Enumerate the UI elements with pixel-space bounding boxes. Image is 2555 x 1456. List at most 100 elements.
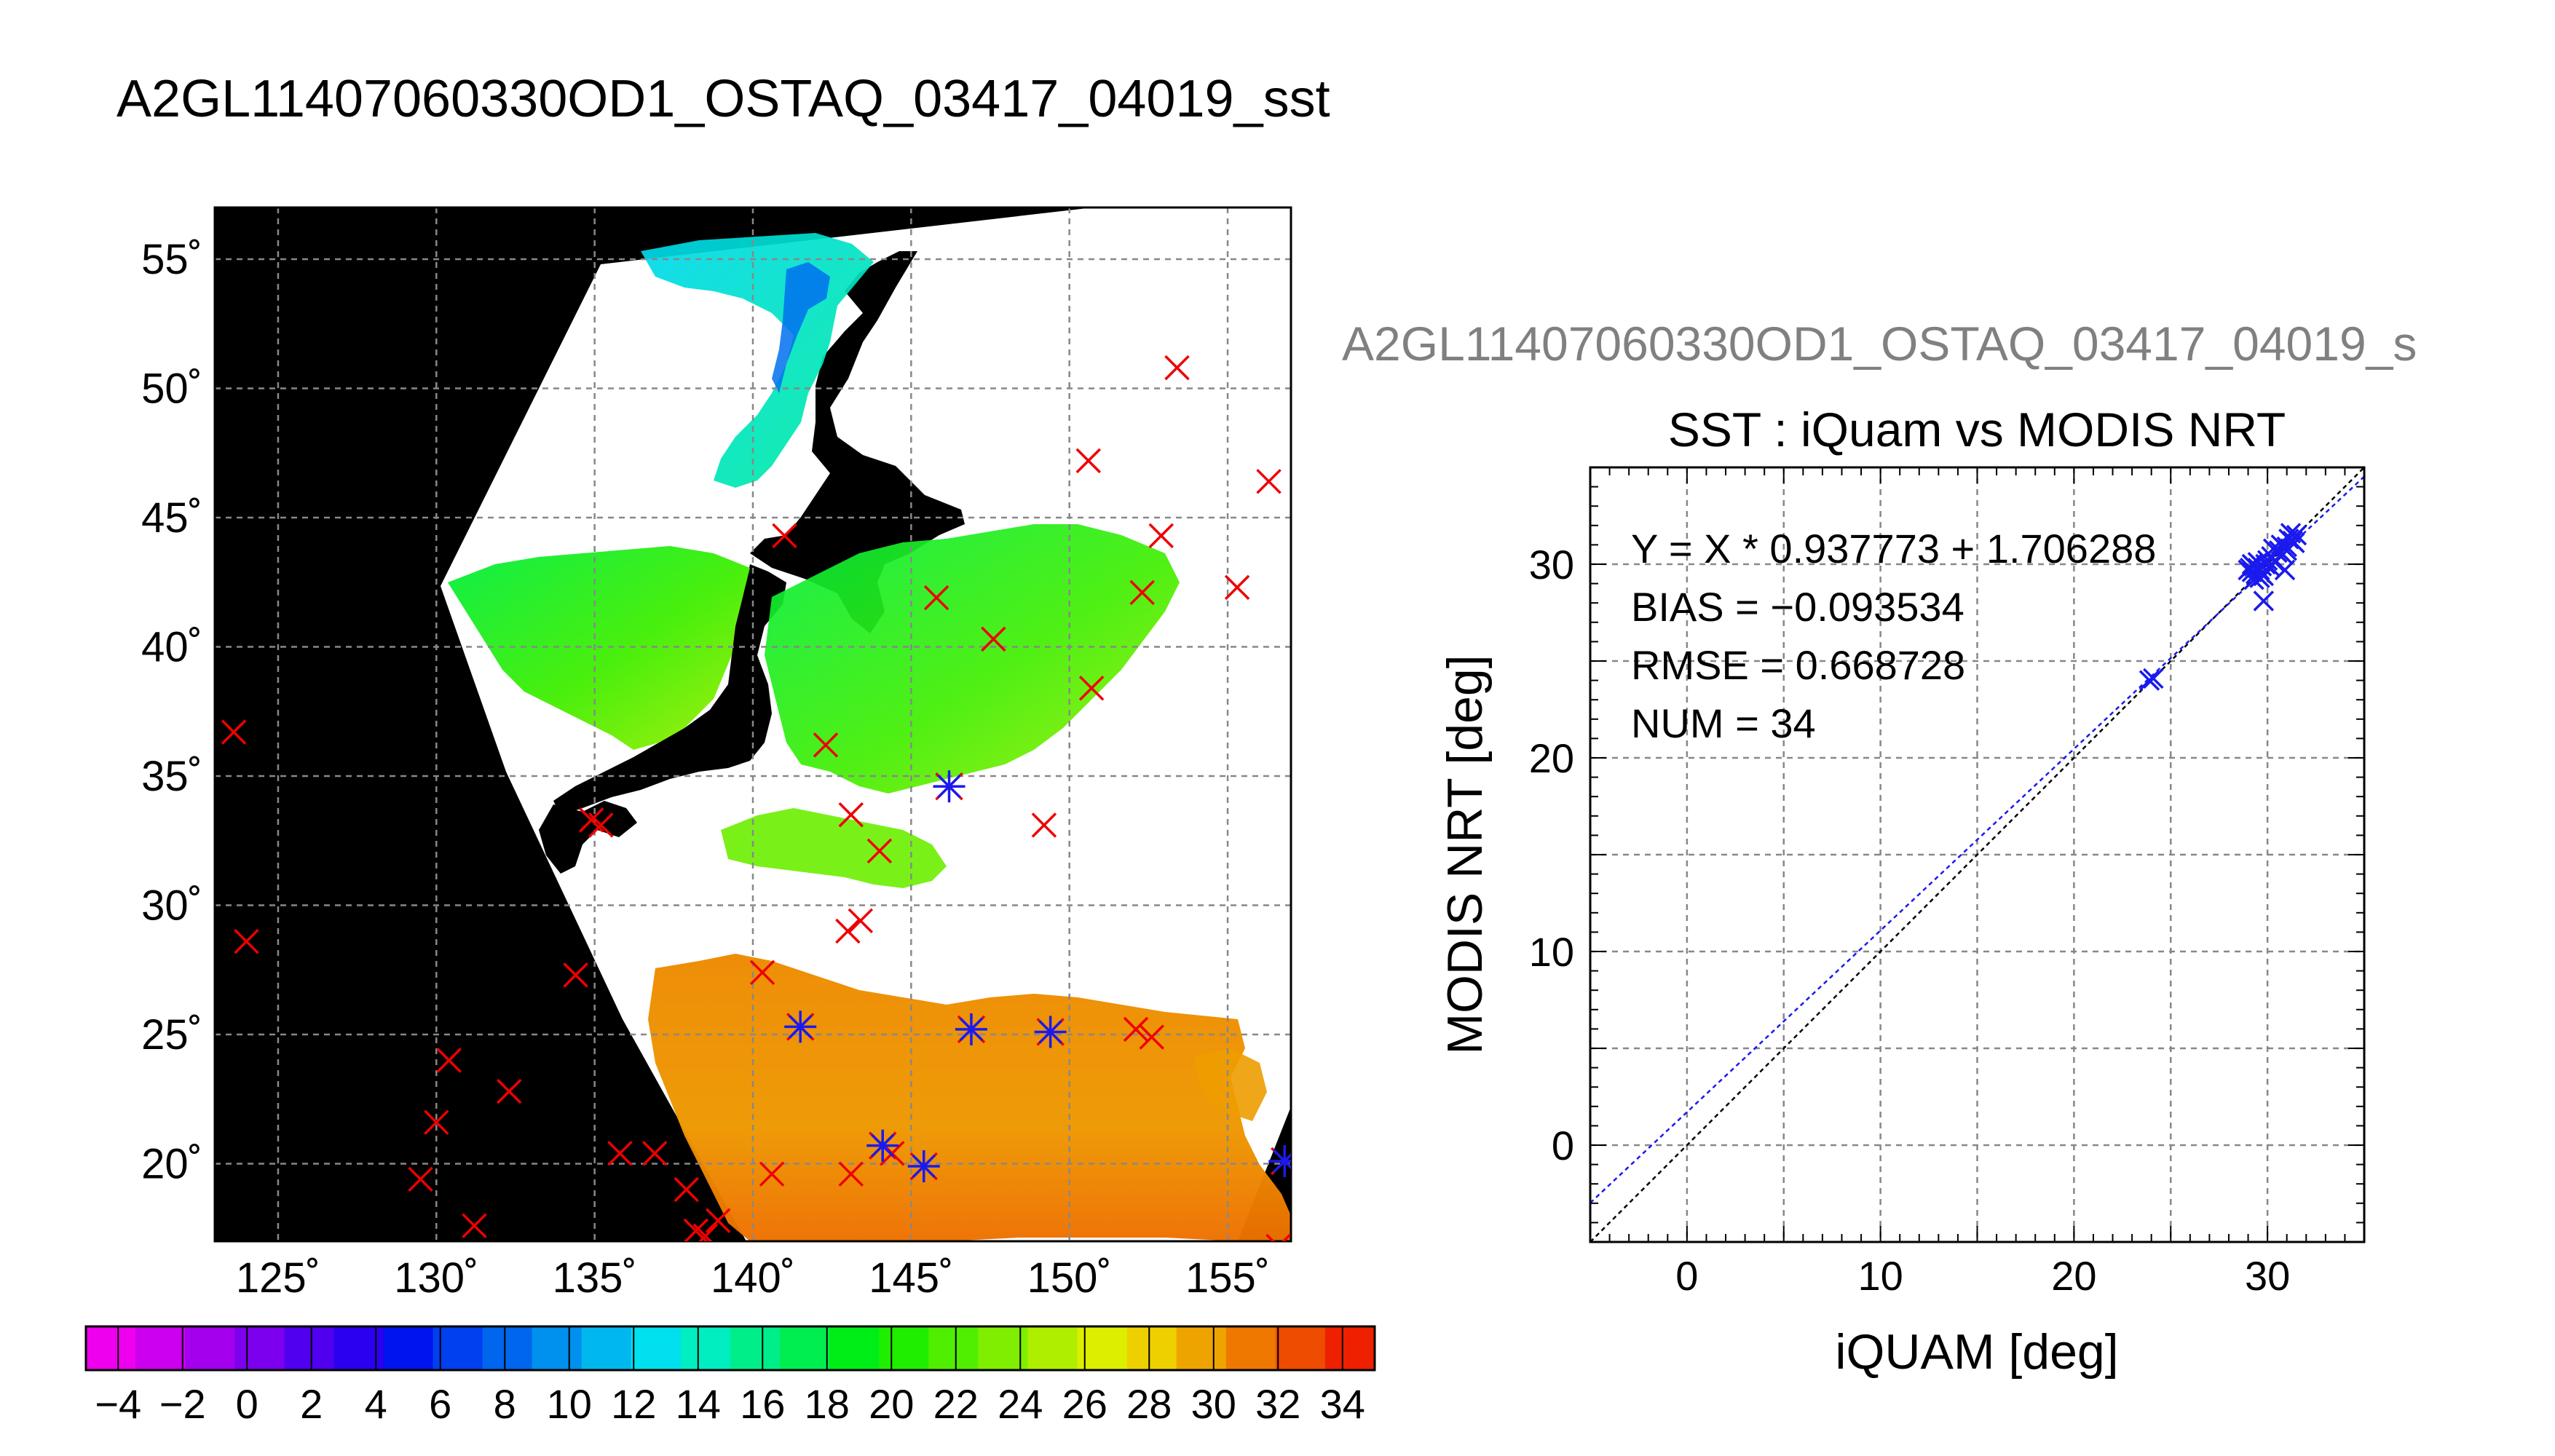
colorbar-swatch — [631, 1326, 682, 1370]
rmse-label: RMSE = 0.668728 — [1631, 642, 1965, 688]
colorbar-swatch — [234, 1326, 285, 1370]
map-point-red — [838, 802, 864, 828]
scatter-point — [2249, 567, 2270, 588]
map-point-red — [1224, 574, 1250, 601]
sst-orange-patch — [1194, 1048, 1267, 1121]
main-title: A2GL11407060330OD1_OSTAQ_03417_04019_sst — [117, 70, 1330, 128]
map-point-red — [221, 719, 247, 745]
identity-line — [1590, 467, 2364, 1242]
colorbar: −4 −2 0 2 4 6 8 10 12 14 16 18 20 22 24 26 28 30 32 34 — [84, 1325, 1376, 1427]
scatter-ylabel: MODIS NRT [deg] — [1437, 654, 1493, 1054]
map-point-red — [835, 918, 861, 944]
sst-blue-okhotsk — [772, 262, 830, 393]
map-point-red — [1139, 1024, 1164, 1050]
colorbar-swatch — [1275, 1326, 1326, 1370]
map-point-red — [408, 1166, 433, 1192]
map-point-blue — [784, 1010, 817, 1043]
map-x-tick-label: 145˚ — [869, 1254, 953, 1302]
colorbar-labels: −4 −2 0 2 4 6 8 10 12 14 16 18 20 22 24 26 28 30 32 34 — [95, 1326, 1365, 1427]
map-point-red — [866, 838, 893, 864]
colorbar-swatch — [284, 1326, 335, 1370]
map-point-red — [838, 1161, 864, 1187]
map-point-red — [1123, 1016, 1149, 1042]
fit-equation: Y = X * 0.937773 + 1.706288 — [1631, 526, 2156, 571]
colorbar-swatch — [1225, 1326, 1276, 1370]
map-grid — [215, 207, 1291, 1241]
colorbar-tick-label: 16 — [740, 1381, 785, 1427]
num-label: NUM = 34 — [1631, 700, 1816, 746]
colorbar-swatch — [135, 1326, 186, 1370]
map-point-red — [813, 732, 839, 758]
scatter-suptitle: A2GL11407060330OD1_OSTAQ_03417_04019_s — [1342, 317, 2417, 371]
colorbar-tick-label: 4 — [365, 1381, 387, 1427]
colorbar-swatch — [1027, 1326, 1078, 1370]
colorbar-swatch — [1324, 1326, 1375, 1370]
scatter-y-tick-label: 0 — [1552, 1123, 1574, 1168]
map-point-red — [674, 1176, 699, 1203]
map-point-red — [749, 960, 775, 986]
scatter-point — [2238, 559, 2259, 581]
map-y-tick-label: 35˚ — [141, 753, 202, 800]
scatter-y-tick-label: 20 — [1529, 735, 1574, 781]
map-x-tick-label: 130˚ — [394, 1254, 478, 1302]
scatter-ticks: 0 10 20 30 0 10 20 30 — [1529, 467, 2365, 1299]
map-frame — [213, 206, 1292, 1243]
map-point-red — [848, 908, 874, 934]
scatter-lines — [1590, 467, 2364, 1242]
scatter-point — [2286, 524, 2307, 546]
colorbar-tick-label: 32 — [1255, 1381, 1300, 1427]
map-y-tick-label: 45˚ — [141, 494, 202, 542]
colorbar-tick-label: 30 — [1191, 1381, 1236, 1427]
map-point-red — [1075, 448, 1102, 474]
colorbar-tick-label: 28 — [1126, 1381, 1172, 1427]
fit-line — [1590, 475, 2364, 1204]
colorbar-tick-label: 22 — [933, 1381, 979, 1427]
map-y-tick-label: 55˚ — [141, 236, 202, 283]
map-x-tick-label: 135˚ — [553, 1254, 637, 1302]
map-point-red — [1031, 812, 1057, 838]
sst-green-midlat — [448, 546, 750, 750]
map-point-red — [923, 585, 949, 611]
map-point-red — [424, 1109, 449, 1135]
scatter-point — [2259, 555, 2280, 577]
colorbar-tick-label: 0 — [236, 1381, 258, 1427]
map-y-tick-label: 30˚ — [141, 882, 202, 930]
map-point-blue — [955, 1013, 987, 1045]
map-point-red — [1148, 523, 1174, 549]
map-y-tick-label: 25˚ — [141, 1011, 202, 1059]
map-points — [221, 355, 1291, 1241]
scatter-plot: SST : iQuam vs MODIS NRT 0 10 20 300102030 … — [1437, 403, 2366, 1380]
scatter-xlabel: iQUAM [deg] — [1835, 1324, 2118, 1380]
map-y-ticks: 20˚ 25˚ 30˚ 35˚ 40˚ 45˚ 50˚ 55˚ — [141, 236, 202, 1188]
sst-green-south — [721, 808, 947, 888]
colorbar-frame — [84, 1325, 1376, 1372]
bias-label: BIAS = −0.093534 — [1631, 584, 1964, 630]
colorbar-tick-label: 14 — [676, 1381, 721, 1427]
colorbar-swatch — [829, 1326, 880, 1370]
colorbar-swatch — [482, 1326, 533, 1370]
map-point-blue — [1268, 1144, 1291, 1177]
scatter-x-tick-label: 30 — [2245, 1253, 2290, 1299]
scatter-x-tick-label: 10 — [1857, 1253, 1903, 1299]
scatter-title: SST : iQuam vs MODIS NRT — [1668, 403, 2286, 456]
map-point-red — [1078, 676, 1105, 701]
colorbar-swatch — [680, 1326, 731, 1370]
colorbar-swatch — [928, 1326, 979, 1370]
sst-map: 125˚ 130˚ 135˚ 140˚ 145˚ 150˚ 155˚ 20˚ 25˚ 30˚ 35… — [141, 206, 1292, 1302]
colorbar-tick-label: −4 — [95, 1381, 141, 1427]
colorbar-swatch — [185, 1326, 236, 1370]
map-point-red — [642, 1141, 668, 1166]
colorbar-swatch — [1077, 1326, 1128, 1370]
map-point-red — [607, 1141, 633, 1166]
map-y-tick-label: 20˚ — [141, 1141, 202, 1188]
map-point-red — [234, 928, 259, 954]
map-x-tick-label: 155˚ — [1185, 1254, 1270, 1302]
scatter-point — [2139, 670, 2160, 691]
map-point-blue — [866, 1129, 899, 1162]
sst-green-east — [765, 524, 1180, 794]
colorbar-tick-label: −2 — [159, 1381, 206, 1427]
scatter-point — [2241, 553, 2263, 575]
map-point-red — [1265, 1233, 1291, 1241]
colorbar-swatch — [879, 1326, 930, 1370]
